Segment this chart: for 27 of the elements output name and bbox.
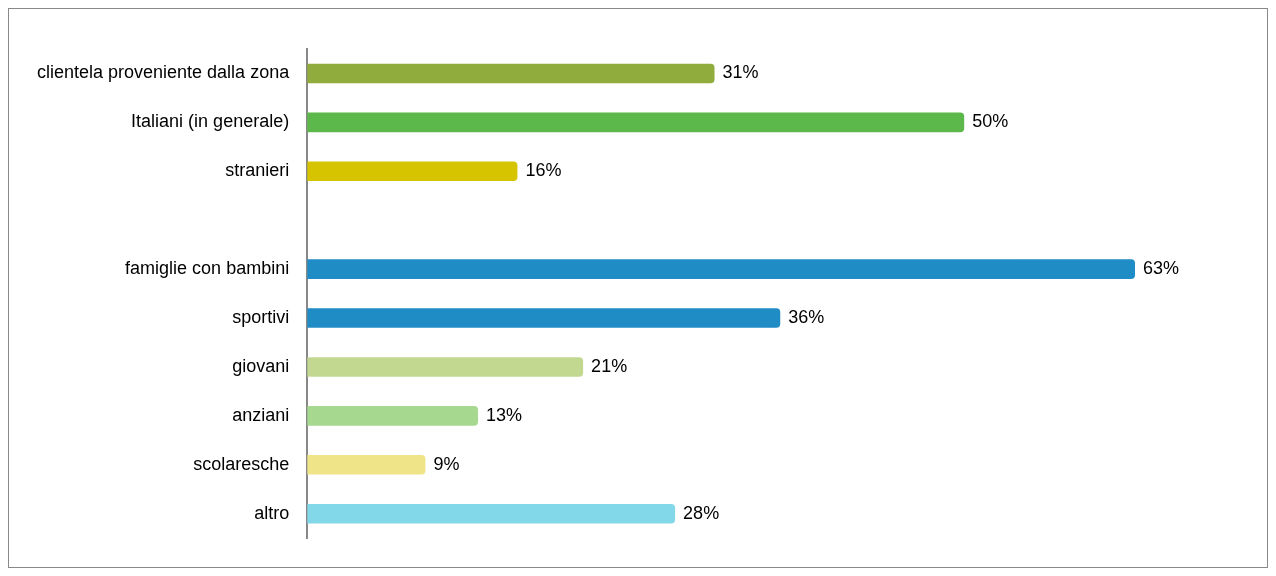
data-label: 28% xyxy=(683,502,720,523)
bar xyxy=(307,112,965,133)
y-tick-label: scolaresche xyxy=(193,453,290,474)
bar xyxy=(307,503,676,524)
data-label: 21% xyxy=(591,355,628,376)
y-tick-label: Italiani (in generale) xyxy=(131,111,290,132)
data-label: 50% xyxy=(972,111,1009,132)
bar xyxy=(307,63,715,84)
y-tick-label: famiglie con bambini xyxy=(125,258,290,279)
bar xyxy=(307,357,584,377)
data-label: 31% xyxy=(722,62,759,83)
data-label: 9% xyxy=(433,453,460,474)
bar xyxy=(307,455,426,475)
data-label: 13% xyxy=(486,404,523,425)
data-label: 16% xyxy=(525,160,562,181)
bar xyxy=(307,259,1136,279)
y-tick-label: giovani xyxy=(232,355,290,376)
bar xyxy=(307,406,478,426)
y-tick-label: clientela proveniente dalla zona xyxy=(36,62,291,83)
y-tick-label: anziani xyxy=(232,404,290,425)
y-tick-label: sportivi xyxy=(232,307,290,328)
data-label: 36% xyxy=(788,307,825,328)
bar xyxy=(307,308,781,328)
bar xyxy=(307,161,518,182)
data-label: 63% xyxy=(1143,258,1180,279)
y-tick-label: stranieri xyxy=(225,160,290,181)
y-tick-label: altro xyxy=(254,502,290,523)
